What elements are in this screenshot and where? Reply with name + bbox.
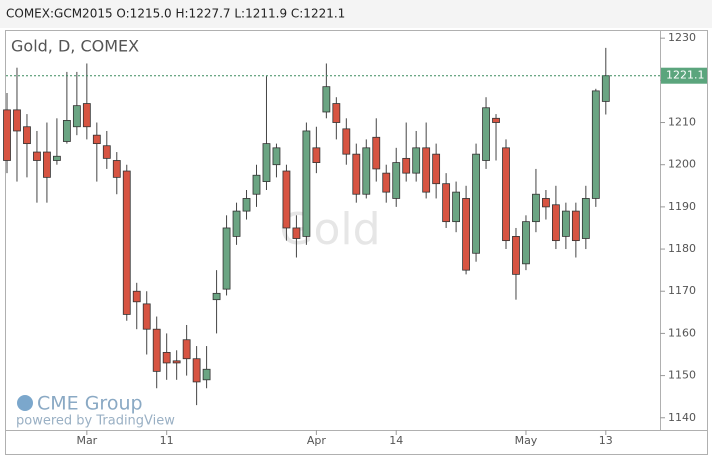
candle-body — [362, 147, 371, 195]
y-tick-label: 1230 — [668, 31, 696, 44]
candle-body — [282, 170, 291, 229]
candle-body — [23, 126, 31, 145]
candle-body — [152, 328, 161, 372]
candle-body — [252, 174, 261, 195]
candle-body — [242, 198, 251, 212]
candle-body — [382, 172, 391, 193]
candle-body — [122, 170, 131, 315]
candle-body — [192, 358, 201, 383]
y-tick-label: 1180 — [668, 242, 696, 255]
candle-body — [162, 351, 171, 364]
candle-body — [202, 368, 211, 381]
candle-body — [112, 160, 121, 178]
candle-body — [232, 210, 241, 237]
candle-body — [342, 128, 351, 155]
last-price-label: 1221.1 — [666, 69, 705, 82]
candle-body — [352, 153, 361, 195]
candle-body — [542, 198, 550, 208]
chart-frame — [5, 30, 708, 455]
ohlc-header: COMEX:GCM2015 O:1215.0 H:1227.7 L:1211.9… — [6, 7, 345, 21]
candle-body — [132, 290, 141, 303]
candle-body — [422, 147, 431, 193]
candle-body — [182, 339, 191, 360]
candle-body — [72, 105, 81, 128]
candle-body — [222, 227, 231, 290]
candle-body — [102, 145, 111, 159]
candle-body — [332, 103, 341, 123]
candle-body — [601, 75, 610, 102]
candle-body — [62, 120, 71, 142]
candle-body — [43, 151, 51, 178]
candle-body — [502, 147, 510, 242]
candle-body — [412, 147, 421, 174]
candle-body — [13, 109, 21, 132]
candle-body — [522, 221, 530, 265]
candle-body — [561, 210, 570, 237]
candle-body — [432, 153, 441, 185]
y-tick-label: 1170 — [668, 284, 696, 297]
x-tick-label: May — [515, 434, 538, 447]
candle-body — [532, 193, 540, 223]
candle-body — [212, 292, 221, 301]
candle-body — [172, 360, 181, 364]
logo-text: CME Group — [37, 393, 143, 415]
candle-body — [322, 86, 331, 113]
x-tick-label: 11 — [160, 434, 174, 447]
y-tick-label: 1150 — [668, 369, 696, 382]
candle-body — [482, 107, 490, 161]
candle-body — [142, 303, 151, 330]
candle-body — [312, 147, 321, 163]
candle-body — [302, 130, 311, 237]
candle-body — [3, 109, 11, 161]
candle-body — [53, 155, 61, 161]
plot — [3, 47, 610, 406]
candle-body — [571, 210, 580, 242]
header-bar — [0, 0, 712, 28]
candle-body — [462, 198, 470, 271]
candle-body — [372, 136, 381, 170]
candle-body — [33, 151, 41, 161]
candle-body — [262, 143, 271, 182]
candle-body — [472, 153, 480, 254]
x-tick-label: 14 — [389, 434, 403, 447]
candle-body — [272, 147, 281, 166]
powered-by: powered by TradingView — [16, 414, 175, 429]
last-price-box — [661, 67, 707, 84]
candle-body — [581, 198, 590, 239]
candle-body — [402, 157, 411, 174]
y-tick-label: 1160 — [668, 326, 696, 339]
candle-body — [452, 191, 461, 223]
candle-body — [512, 236, 520, 275]
y-tick-label: 1210 — [668, 116, 696, 129]
y-tick-label: 1200 — [668, 158, 696, 171]
candle-body — [591, 90, 600, 199]
candle-body — [82, 103, 91, 128]
candle-body — [392, 162, 401, 199]
candle-body — [552, 204, 560, 242]
y-tick-label: 1190 — [668, 200, 696, 213]
x-tick-label: Mar — [76, 434, 97, 447]
candle-body — [442, 183, 451, 223]
x-tick-label: 13 — [599, 434, 613, 447]
candle-body — [492, 117, 500, 123]
chart-title: Gold, D, COMEX — [11, 37, 139, 56]
candle-body — [92, 134, 101, 145]
x-tick-label: Apr — [307, 434, 327, 447]
candle-body — [292, 227, 301, 239]
logo-icon — [17, 395, 33, 411]
y-tick-label: 1140 — [668, 411, 696, 424]
